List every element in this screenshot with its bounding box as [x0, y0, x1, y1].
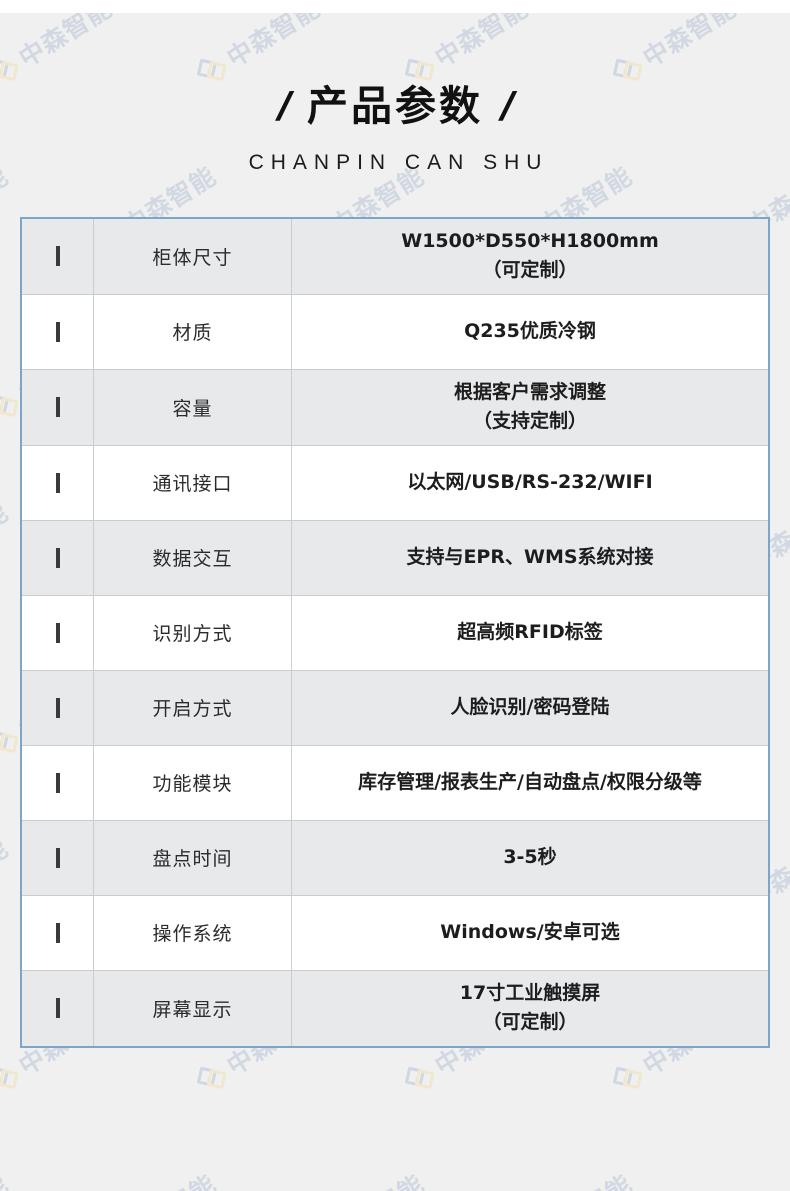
table-row: 屏幕显示 17寸工业触摸屏 （可定制）	[22, 970, 768, 1046]
watermark-text: 中森智能	[323, 1165, 430, 1191]
table-row: 数据交互 支持与EPR、WMS系统对接	[22, 520, 768, 596]
table-row: 材质 Q235优质冷钢	[22, 294, 768, 370]
spec-value-line: Windows/安卓可选	[440, 921, 620, 944]
spec-label: 开启方式	[94, 670, 292, 745]
vertical-bar-icon	[55, 847, 60, 868]
title-text: 产品参数	[307, 82, 483, 130]
page-title: / 产品参数 /	[0, 82, 790, 130]
spec-value-line: 17寸工业触摸屏	[459, 981, 601, 1004]
watermark-text: 中森智能	[0, 497, 14, 577]
watermark-item: 中森智能	[0, 829, 14, 932]
watermark-item: 中森智能	[0, 493, 14, 596]
table-row: 盘点时间 3-5秒	[22, 820, 768, 896]
spec-value: 根据客户需求调整 （支持定制）	[292, 370, 768, 445]
vertical-bar-icon	[55, 998, 60, 1019]
spec-value: 人脸识别/密码登陆	[292, 671, 768, 745]
spec-value-line: 支持与EPR、WMS系统对接	[406, 546, 654, 569]
spec-value: 以太网/USB/RS-232/WIFI	[292, 446, 768, 520]
spec-value-line: 库存管理/报表生产/自动盘点/权限分级等	[358, 771, 702, 794]
spec-value-line: 人脸识别/密码登陆	[450, 696, 610, 719]
vertical-bar-icon	[55, 397, 60, 418]
vertical-bar-icon	[55, 697, 60, 718]
spec-label: 容量	[94, 369, 292, 445]
brand-logo-icon	[403, 1059, 439, 1095]
spec-value: Windows/安卓可选	[292, 896, 768, 970]
spec-value-line: 3-5秒	[503, 846, 557, 869]
spec-value: 3-5秒	[292, 821, 768, 895]
table-row: 通讯接口 以太网/USB/RS-232/WIFI	[22, 445, 768, 521]
spec-value: 17寸工业触摸屏 （可定制）	[292, 971, 768, 1046]
spec-label: 数据交互	[94, 520, 292, 595]
vertical-bar-icon	[55, 472, 60, 493]
vertical-bar-icon	[55, 622, 60, 643]
row-marker-cell	[22, 670, 94, 745]
row-marker-cell	[22, 745, 94, 820]
spec-value-line: （可定制）	[482, 259, 578, 282]
watermark-text: 中森智能	[739, 1165, 790, 1191]
table-row: 柜体尺寸 W1500*D550*H1800mm （可定制）	[22, 219, 768, 295]
brand-logo-icon	[611, 1059, 647, 1095]
spec-label: 屏幕显示	[94, 970, 292, 1046]
watermark-item: 中森智能	[712, 1165, 790, 1191]
watermark-text: 中森智能	[0, 1165, 14, 1191]
page-subtitle: CHANPIN CAN SHU	[248, 151, 549, 174]
vertical-bar-icon	[55, 547, 60, 568]
spec-value-line: （可定制）	[482, 1011, 578, 1034]
page-header: / 产品参数 / CHANPIN CAN SHU	[0, 13, 790, 175]
spec-value: Q235优质冷钢	[292, 295, 768, 369]
watermark-text: 中森智能	[115, 1165, 222, 1191]
table-row: 容量 根据客户需求调整 （支持定制）	[22, 369, 768, 446]
spec-value: W1500*D550*H1800mm （可定制）	[292, 219, 768, 294]
spec-label: 功能模块	[94, 745, 292, 820]
vertical-bar-icon	[55, 922, 60, 943]
brand-logo-icon	[195, 1059, 231, 1095]
vertical-bar-icon	[55, 321, 60, 342]
watermark-item: 中森智能	[88, 1165, 222, 1191]
title-slash-right: /	[498, 84, 515, 129]
spec-table: 柜体尺寸 W1500*D550*H1800mm （可定制） 材质 Q235优质冷钢 容量根…	[20, 217, 770, 1048]
spec-label: 通讯接口	[94, 445, 292, 520]
spec-value: 库存管理/报表生产/自动盘点/权限分级等	[292, 746, 768, 820]
row-marker-cell	[22, 595, 94, 670]
row-marker-cell	[22, 520, 94, 595]
spec-label: 盘点时间	[94, 820, 292, 895]
spec-value-line: Q235优质冷钢	[464, 320, 596, 343]
watermark-text: 中森智能	[531, 1165, 638, 1191]
vertical-bar-icon	[55, 772, 60, 793]
watermark-text: 中森智能	[0, 833, 14, 913]
spec-value-line: W1500*D550*H1800mm	[401, 230, 659, 252]
spec-value-line: 以太网/USB/RS-232/WIFI	[407, 471, 653, 494]
watermark-item: 中森智能	[0, 1165, 14, 1191]
spec-value-line: 超高频RFID标签	[457, 621, 603, 644]
row-marker-cell	[22, 445, 94, 520]
watermark-item: 中森智能	[296, 1165, 430, 1191]
brand-logo-icon	[0, 1059, 22, 1095]
title-slash-left: /	[275, 84, 292, 129]
row-marker-cell	[22, 970, 94, 1046]
spec-label: 材质	[94, 294, 292, 369]
vertical-bar-icon	[55, 246, 60, 267]
row-marker-cell	[22, 294, 94, 369]
row-marker-cell	[22, 369, 94, 445]
table-row: 识别方式 超高频RFID标签	[22, 595, 768, 671]
product-spec-page: 中森智能 中森智能 中森智能 中森智能 中森智能 中森智能 中森智能 中森智能 中森智能 中森智能…	[0, 13, 790, 1191]
spec-value-line: （支持定制）	[472, 410, 587, 433]
spec-label: 识别方式	[94, 595, 292, 670]
table-row: 操作系统 Windows/安卓可选	[22, 895, 768, 971]
table-row: 功能模块 库存管理/报表生产/自动盘点/权限分级等	[22, 745, 768, 821]
table-row: 开启方式 人脸识别/密码登陆	[22, 670, 768, 746]
watermark-item: 中森智能	[504, 1165, 638, 1191]
spec-label: 操作系统	[94, 895, 292, 970]
spec-label: 柜体尺寸	[94, 219, 292, 294]
row-marker-cell	[22, 219, 94, 294]
spec-value: 支持与EPR、WMS系统对接	[292, 521, 768, 595]
spec-value: 超高频RFID标签	[292, 596, 768, 670]
spec-value-line: 根据客户需求调整	[453, 380, 606, 403]
row-marker-cell	[22, 820, 94, 895]
row-marker-cell	[22, 895, 94, 970]
